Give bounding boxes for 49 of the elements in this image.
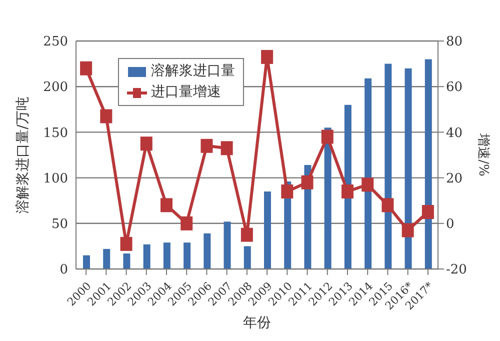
bar [83,255,90,269]
point [342,184,354,198]
point [382,198,394,212]
bar [224,222,231,269]
point [301,175,314,190]
point [200,138,213,153]
bar [364,78,372,269]
y-tick-label: 250 [43,34,68,50]
x-axis-title: 年份 [243,315,271,331]
y2-tick-label: 40 [446,126,463,141]
y-axis-title: 溶解浆进口量/万吨 [14,96,31,214]
y-tick-label: 200 [43,80,68,96]
legend-label: 进口量增速 [151,83,221,102]
bar [143,244,150,269]
y2-tick-label: 0 [446,217,454,232]
y2-tick-label: 60 [446,80,463,96]
bar [424,59,432,269]
y-tick-label: 0 [60,262,68,278]
point [422,205,434,219]
y2-tick-label: 20 [446,171,463,186]
bar [163,242,170,269]
bar [103,248,110,269]
bar [264,191,271,269]
point [240,228,253,242]
point [140,136,152,151]
y-tick-label: 50 [51,217,68,232]
y2-tick-label: -20 [446,262,467,278]
point [261,50,274,64]
legend-label: 溶解浆进口量 [151,62,235,81]
bar [384,64,392,269]
bar [244,246,251,269]
y2-axis-title: 增速/% [475,132,490,176]
y-tick-label: 150 [43,126,68,141]
point [402,223,414,238]
point [160,198,172,212]
bar [204,233,211,269]
point [281,184,294,198]
bar [123,253,130,269]
point [362,178,374,192]
point [80,61,92,76]
point [321,130,334,144]
bar [404,68,412,269]
y2-tick-label: 80 [446,34,463,50]
point [120,236,132,251]
point [220,141,233,156]
y-tick-label: 100 [43,171,68,186]
point [180,216,193,230]
point [100,109,112,124]
bar [184,242,191,269]
